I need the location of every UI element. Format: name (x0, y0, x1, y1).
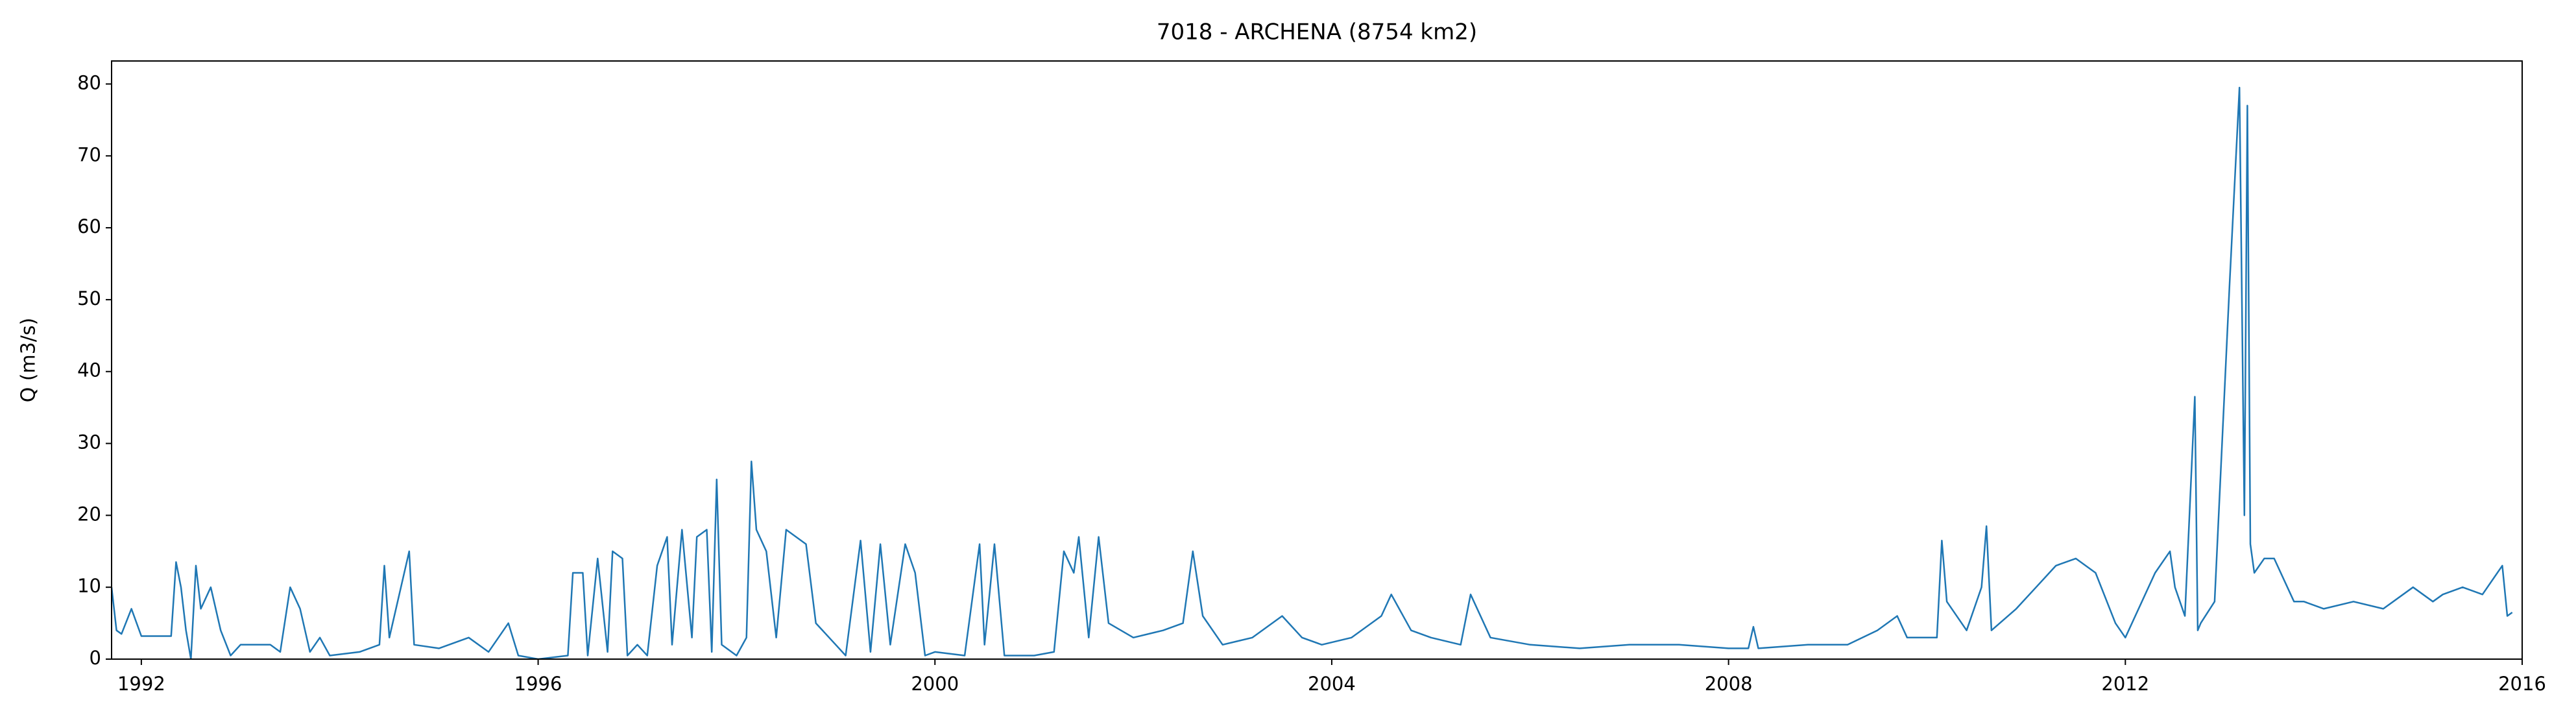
y-tick-label: 70 (77, 143, 101, 165)
x-tick-label: 1996 (514, 673, 562, 695)
y-tick-label: 30 (77, 431, 101, 453)
x-tick-label: 2000 (911, 673, 959, 695)
x-tick-label: 2012 (2101, 673, 2149, 695)
y-axis-label: Q (m3/s) (18, 318, 40, 403)
y-tick-label: 20 (77, 503, 101, 525)
x-tick-label: 1992 (117, 673, 165, 695)
plot-frame (111, 60, 2523, 660)
x-tick-label: 2004 (1308, 673, 1356, 695)
x-tick-label: 2016 (2498, 673, 2546, 695)
y-tick-label: 40 (77, 359, 101, 381)
y-tick-label: 0 (90, 647, 101, 669)
y-tick-label: 60 (77, 215, 101, 237)
data-line (112, 86, 2513, 659)
y-tick-label: 10 (77, 575, 101, 597)
chart-title: 7018 - ARCHENA (8754 km2) (1157, 19, 1477, 45)
y-tick-label: 50 (77, 287, 101, 309)
y-tick-label: 80 (77, 71, 101, 93)
x-tick-label: 2008 (1705, 673, 1753, 695)
